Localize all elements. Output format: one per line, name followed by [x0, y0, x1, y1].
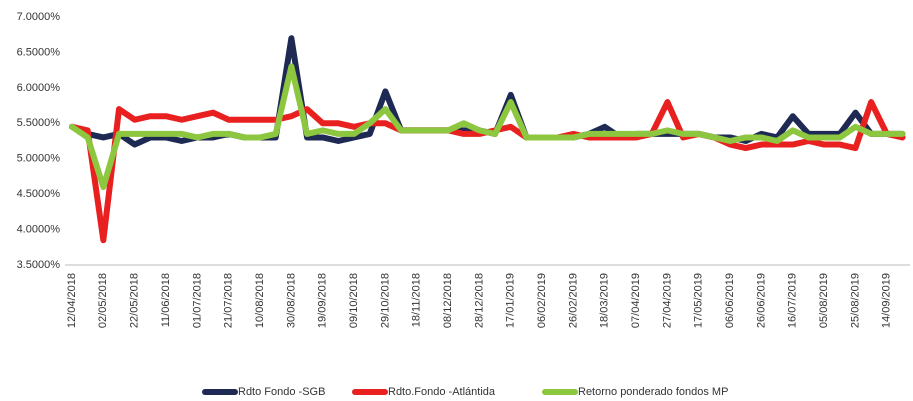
y-tick-label: 3.5000% — [17, 259, 61, 271]
x-tick-label: 25/08/2019 — [849, 273, 861, 328]
x-tick-label: 30/08/2018 — [285, 273, 297, 328]
y-tick-label: 5.5000% — [17, 117, 61, 129]
y-tick-label: 5.0000% — [17, 153, 61, 165]
x-tick-label: 17/05/2019 — [693, 273, 705, 328]
series-line — [69, 35, 906, 148]
x-tick-label: 10/08/2018 — [254, 273, 266, 328]
y-tick-label: 7.0000% — [17, 11, 61, 23]
x-tick-label: 26/02/2019 — [567, 273, 579, 328]
y-tick-label: 4.5000% — [17, 188, 61, 200]
x-tick-label: 06/02/2019 — [536, 273, 548, 328]
y-tick-label: 4.0000% — [17, 223, 61, 235]
x-tick-label: 29/10/2018 — [379, 273, 391, 328]
x-tick-label: 01/07/2018 — [191, 273, 203, 328]
x-tick-label: 08/12/2018 — [442, 273, 454, 328]
x-tick-label: 19/09/2018 — [317, 273, 329, 328]
x-tick-label: 12/04/2018 — [66, 273, 78, 328]
x-tick-label: 16/07/2019 — [787, 273, 799, 328]
x-tick-label: 06/06/2019 — [724, 273, 736, 328]
x-tick-label: 14/09/2019 — [881, 273, 893, 328]
x-tick-label: 28/12/2018 — [473, 273, 485, 328]
x-tick-label: 11/06/2018 — [160, 273, 172, 327]
x-tick-label: 09/10/2018 — [348, 273, 360, 328]
x-tick-label: 18/11/2018 — [411, 273, 423, 327]
legend-label: Rdto.Fondo -Atlántida — [388, 386, 496, 398]
y-tick-label: 6.5000% — [17, 46, 61, 58]
x-tick-label: 21/07/2018 — [223, 273, 235, 328]
x-tick-label: 17/01/2019 — [505, 273, 517, 328]
legend-label: Retorno ponderado fondos MP — [578, 386, 728, 398]
x-tick-label: 26/06/2019 — [755, 273, 767, 328]
series-line — [69, 63, 906, 191]
x-tick-label: 05/08/2019 — [818, 273, 830, 328]
x-tick-label: 27/04/2019 — [661, 273, 673, 328]
x-tick-label: 02/05/2018 — [97, 273, 109, 328]
x-tick-label: 22/05/2018 — [129, 273, 141, 328]
series-line — [69, 99, 906, 244]
x-tick-label: 18/03/2019 — [599, 273, 611, 328]
y-tick-label: 6.0000% — [17, 82, 61, 94]
legend-label: Rdto Fondo -SGB — [238, 386, 325, 398]
x-tick-label: 07/04/2019 — [630, 273, 642, 328]
